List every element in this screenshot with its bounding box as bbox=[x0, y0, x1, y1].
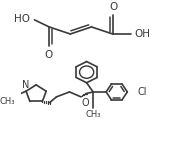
Text: CH₃: CH₃ bbox=[0, 97, 16, 106]
Text: O: O bbox=[44, 50, 53, 60]
Text: Cl: Cl bbox=[138, 87, 147, 97]
Text: N: N bbox=[22, 81, 29, 91]
Text: O: O bbox=[81, 98, 89, 108]
Text: O: O bbox=[109, 2, 118, 12]
Text: CH₃: CH₃ bbox=[85, 110, 101, 119]
Text: HO: HO bbox=[14, 14, 30, 24]
Text: OH: OH bbox=[135, 29, 151, 39]
